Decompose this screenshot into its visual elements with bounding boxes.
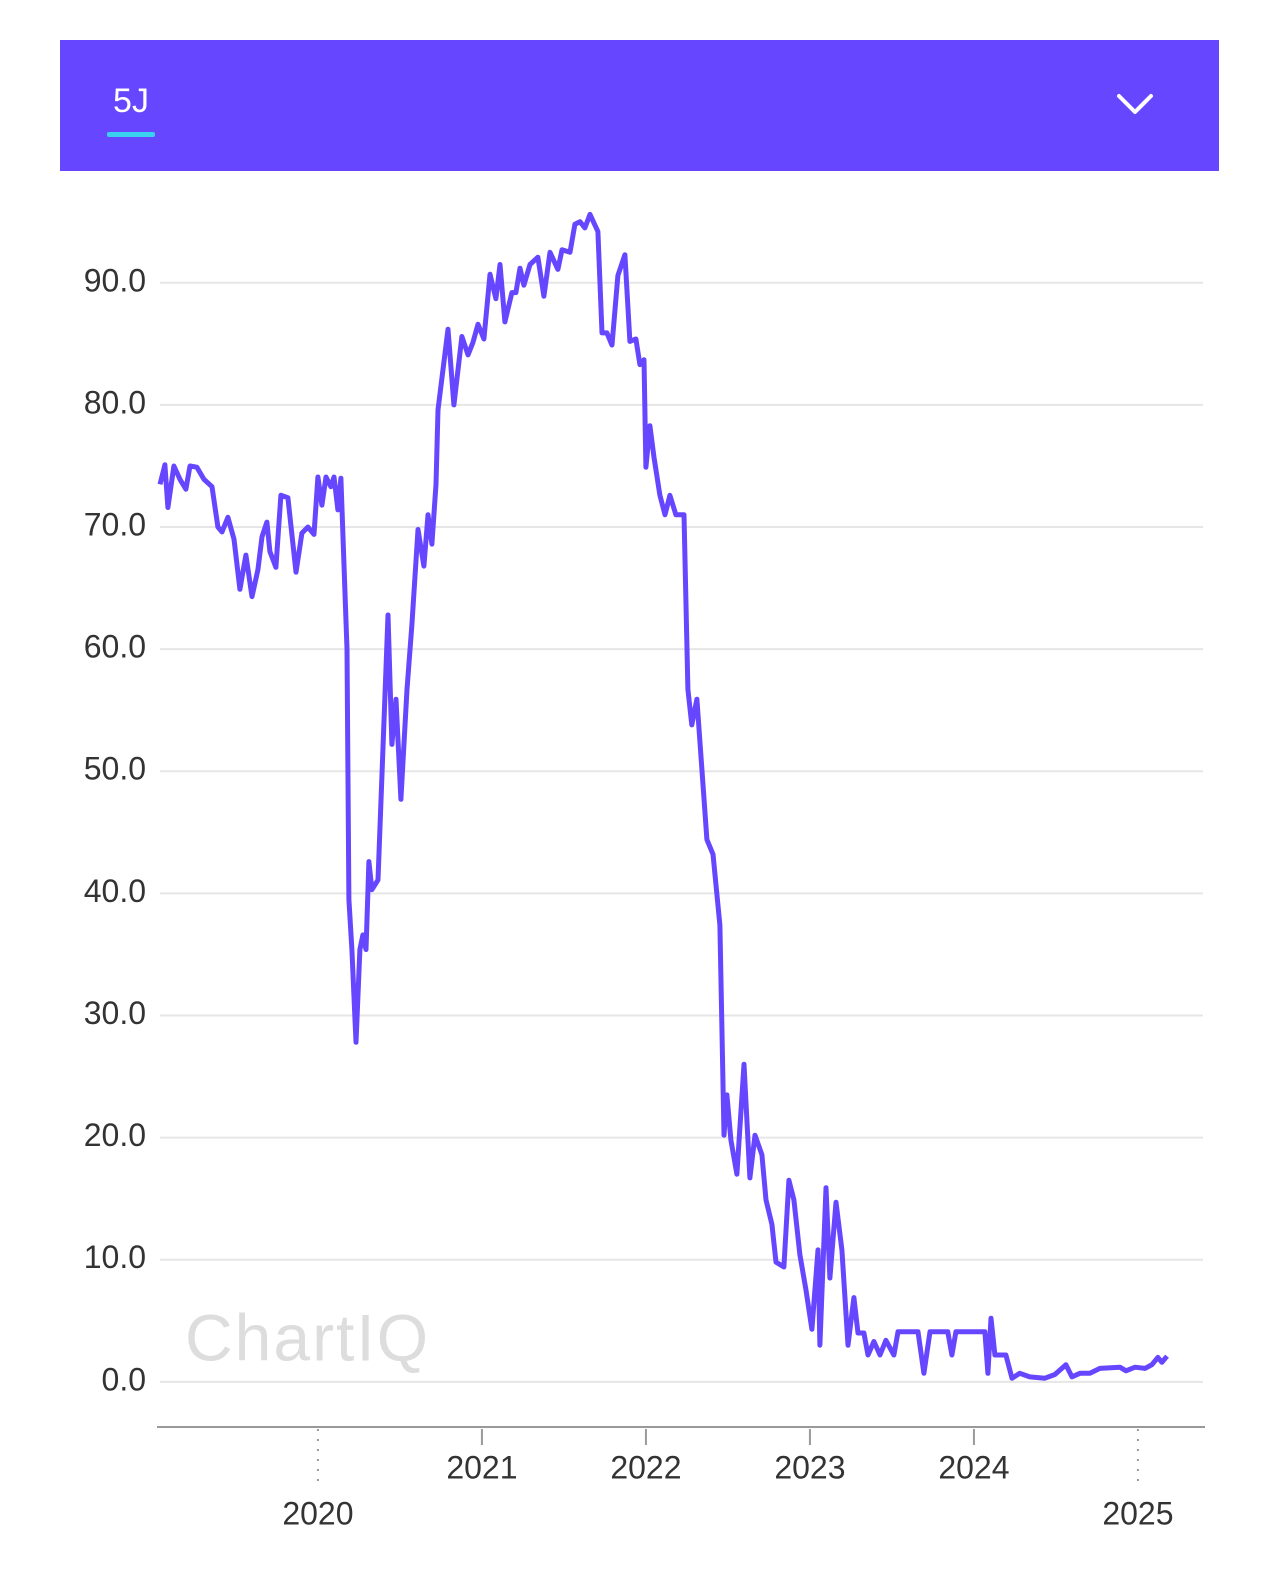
y-tick-label: 50.0 bbox=[84, 751, 146, 787]
range-tab[interactable]: 5J bbox=[113, 82, 149, 120]
price-line bbox=[157, 211, 1169, 1381]
header-bar bbox=[60, 40, 1219, 171]
x-tick-label: 2022 bbox=[610, 1449, 681, 1485]
y-tick-label: 90.0 bbox=[84, 262, 146, 298]
y-tick-label: 70.0 bbox=[84, 506, 146, 542]
x-tick-label: 2021 bbox=[446, 1449, 517, 1485]
x-tick-label: 2024 bbox=[938, 1449, 1009, 1485]
tab-underline bbox=[107, 132, 155, 137]
x-tick-label: 2023 bbox=[774, 1449, 845, 1485]
y-tick-label: 0.0 bbox=[102, 1361, 146, 1397]
y-tick-label: 10.0 bbox=[84, 1239, 146, 1275]
y-tick-label: 20.0 bbox=[84, 1117, 146, 1153]
watermark: ChartIQ bbox=[185, 1300, 430, 1374]
x-tick-label: 2020 bbox=[282, 1495, 353, 1531]
dropdown-chevron[interactable] bbox=[1117, 94, 1153, 114]
y-tick-label: 30.0 bbox=[84, 995, 146, 1031]
y-tick-label: 40.0 bbox=[84, 873, 146, 909]
x-tick-label: 2025 bbox=[1102, 1495, 1173, 1531]
y-tick-label: 60.0 bbox=[84, 629, 146, 665]
y-tick-label: 80.0 bbox=[84, 384, 146, 420]
